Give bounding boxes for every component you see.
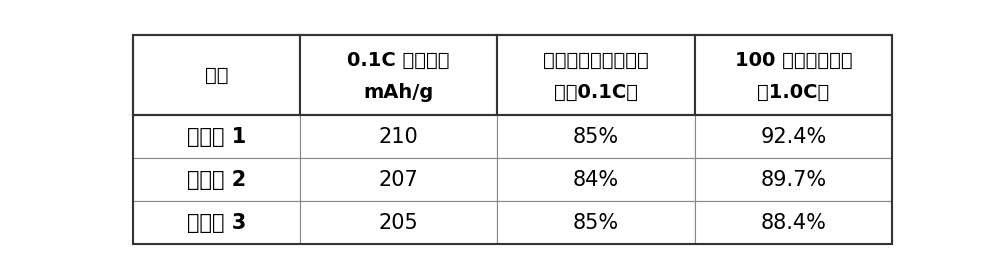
Text: 实施例 2: 实施例 2 bbox=[187, 170, 246, 190]
Bar bbox=[133, 35, 300, 115]
Bar bbox=[300, 115, 497, 158]
Text: 样品: 样品 bbox=[205, 66, 228, 85]
Text: 205: 205 bbox=[379, 213, 418, 233]
Bar bbox=[497, 158, 695, 201]
Bar bbox=[695, 35, 892, 115]
Text: 实施例 3: 实施例 3 bbox=[187, 213, 246, 233]
Text: 首次充放电容量保持: 首次充放电容量保持 bbox=[543, 52, 649, 70]
Text: 92.4%: 92.4% bbox=[760, 127, 827, 147]
Bar bbox=[695, 158, 892, 201]
Text: 89.7%: 89.7% bbox=[760, 170, 827, 190]
Bar bbox=[497, 35, 695, 115]
Bar bbox=[695, 115, 892, 158]
Bar bbox=[497, 201, 695, 244]
Text: 207: 207 bbox=[379, 170, 418, 190]
Bar bbox=[497, 115, 695, 158]
Bar bbox=[300, 201, 497, 244]
Text: 210: 210 bbox=[379, 127, 418, 147]
Text: 85%: 85% bbox=[573, 213, 619, 233]
Text: 100 圈容量保持率: 100 圈容量保持率 bbox=[735, 52, 852, 70]
Bar bbox=[133, 115, 300, 158]
Text: 85%: 85% bbox=[573, 127, 619, 147]
Text: 0.1C 首圈容量: 0.1C 首圈容量 bbox=[347, 52, 450, 70]
Text: （1.0C）: （1.0C） bbox=[757, 83, 830, 102]
Text: 率（0.1C）: 率（0.1C） bbox=[554, 83, 638, 102]
Bar bbox=[695, 201, 892, 244]
Bar bbox=[300, 35, 497, 115]
Text: mAh/g: mAh/g bbox=[363, 83, 434, 102]
Text: 实施例 1: 实施例 1 bbox=[187, 127, 246, 147]
Bar bbox=[133, 201, 300, 244]
Text: 88.4%: 88.4% bbox=[761, 213, 826, 233]
Text: 84%: 84% bbox=[573, 170, 619, 190]
Bar bbox=[300, 158, 497, 201]
Bar bbox=[133, 158, 300, 201]
